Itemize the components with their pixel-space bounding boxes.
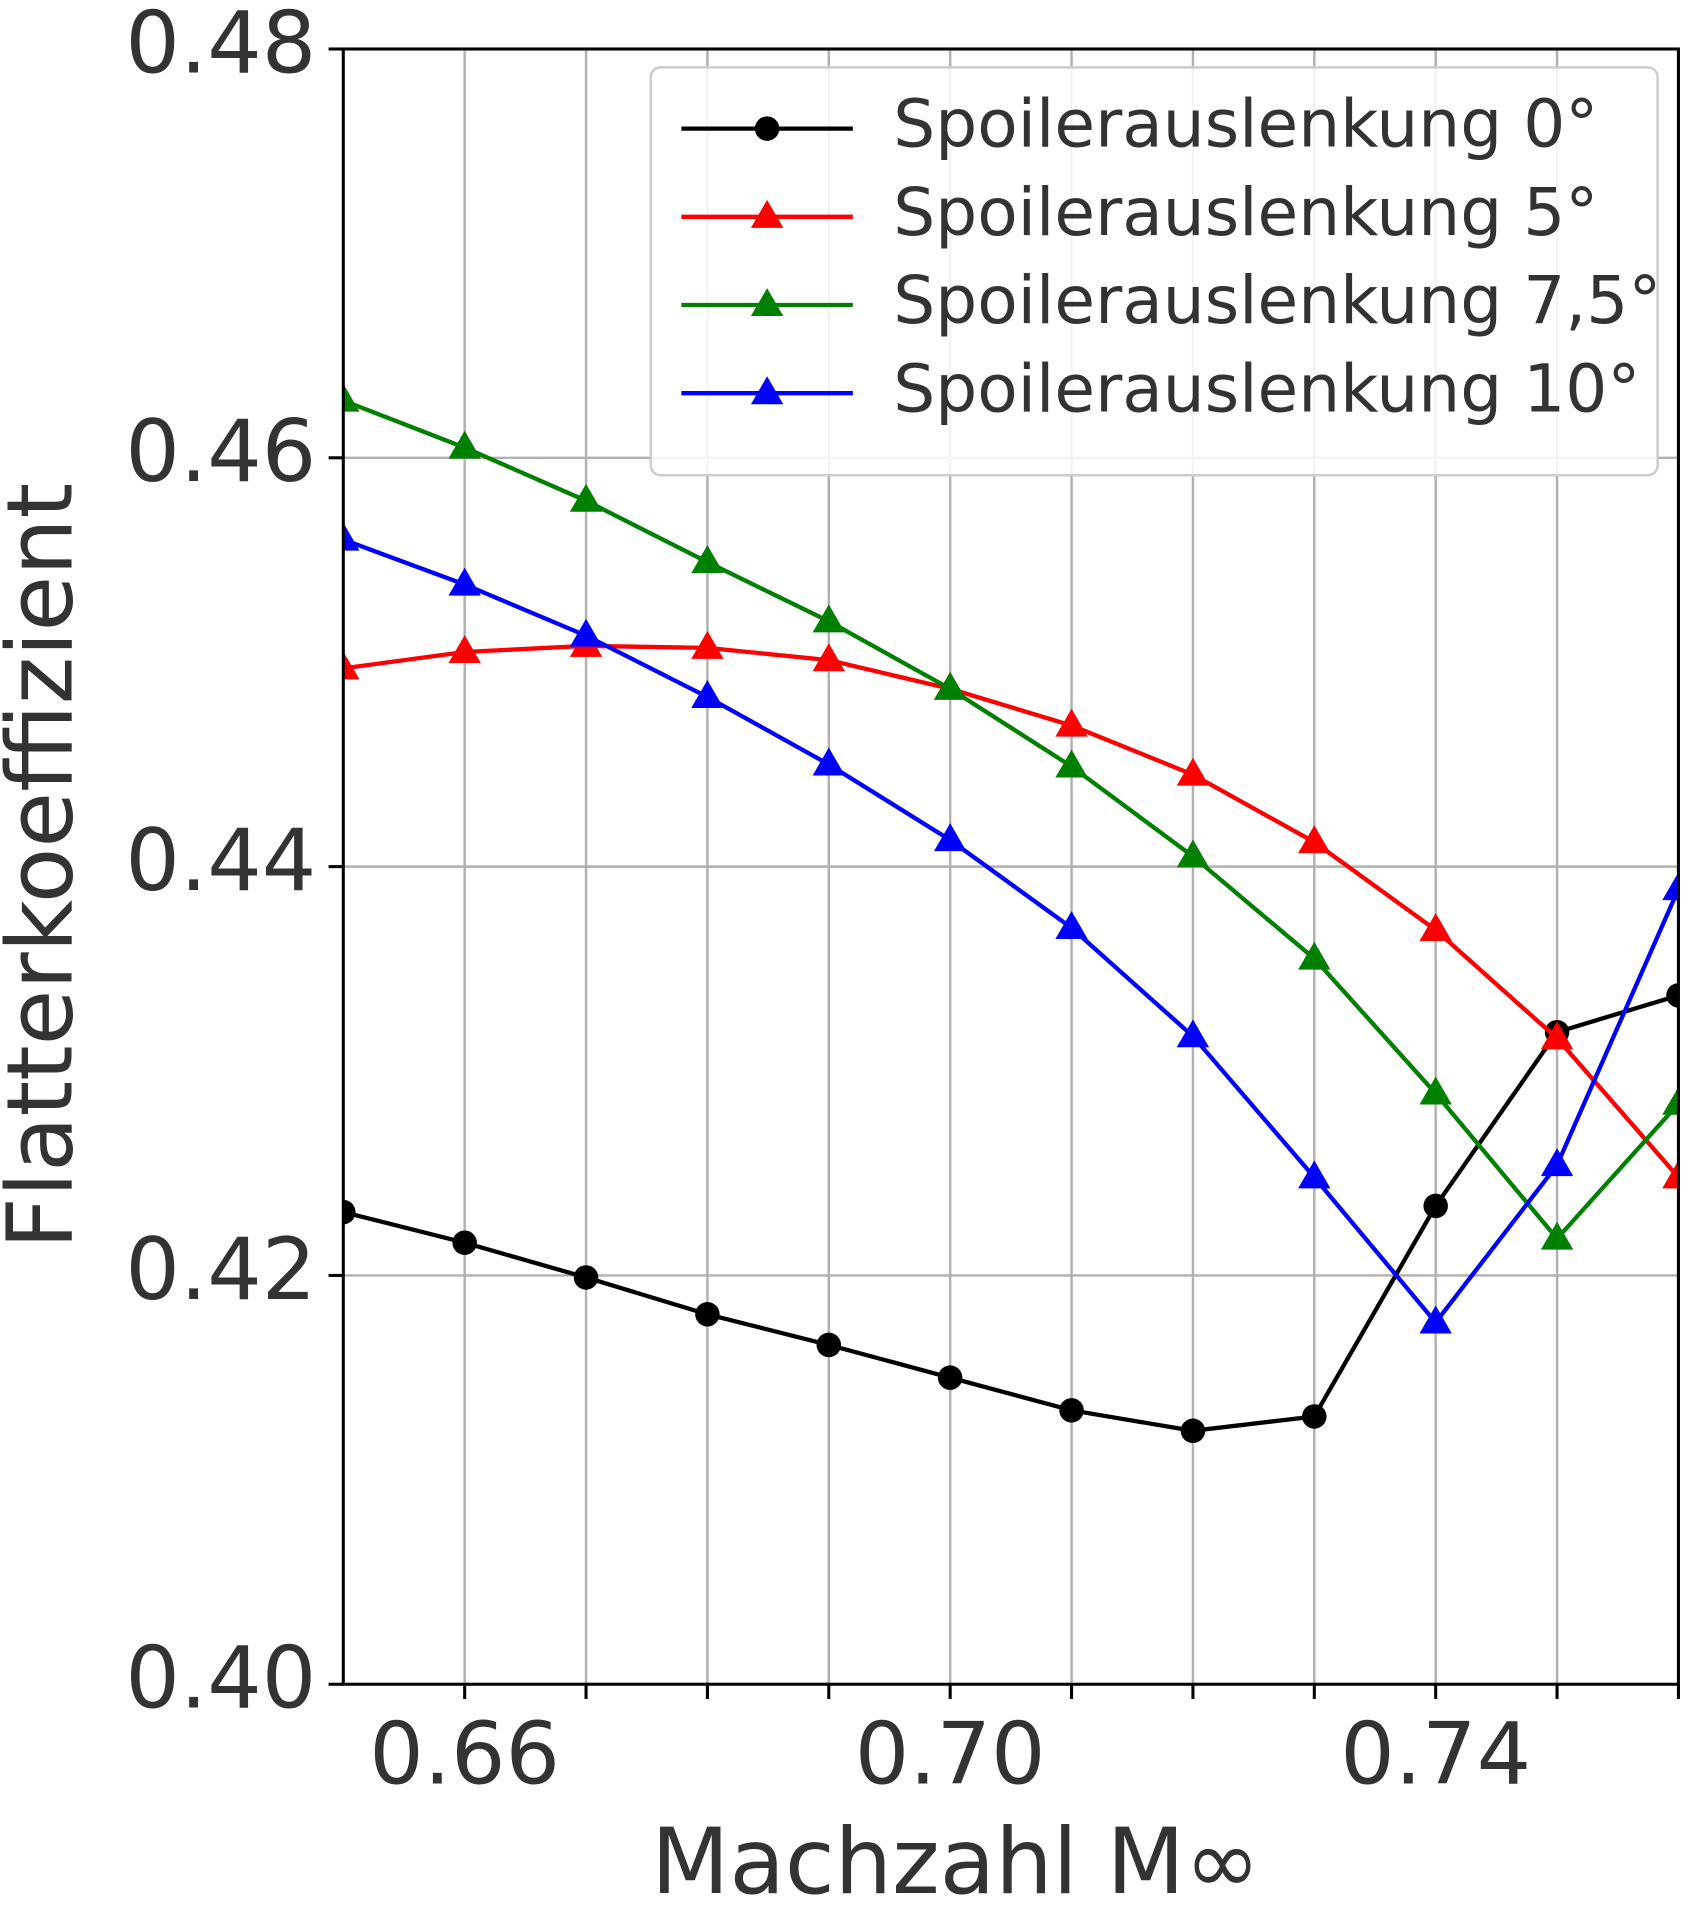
marker: [1419, 913, 1452, 942]
marker: [1176, 1019, 1210, 1048]
y-tick-label: 0.40: [125, 1629, 316, 1729]
marker: [448, 567, 481, 596]
marker: [750, 376, 784, 405]
marker: [691, 680, 724, 708]
marker: [1419, 1305, 1452, 1334]
marker: [452, 1230, 477, 1255]
marker: [695, 1302, 720, 1327]
marker: [569, 618, 603, 647]
marker: [691, 631, 724, 659]
marker: [1298, 1160, 1331, 1189]
marker: [812, 747, 845, 776]
x-tick-label: 0.74: [1340, 1705, 1531, 1805]
marker: [1666, 983, 1679, 1008]
marker: [750, 288, 784, 317]
marker: [1662, 1160, 1679, 1189]
marker: [1055, 708, 1088, 737]
marker: [1302, 1404, 1327, 1429]
y-tick-label: 0.44: [125, 811, 316, 911]
marker: [1176, 757, 1210, 786]
y-axis-label: Flatterkoeffizient: [0, 483, 94, 1249]
marker: [812, 643, 845, 672]
x-axis-label: Machzahl M∞: [651, 1810, 1260, 1915]
x-tick-label: 0.66: [369, 1705, 560, 1805]
marker: [1298, 941, 1331, 970]
legend-label: Spoilerauslenkung 7,5°: [893, 262, 1661, 339]
series-line: [343, 993, 1679, 1433]
marker: [448, 635, 481, 664]
marker: [573, 1265, 599, 1290]
marker: [1540, 1021, 1574, 1050]
marker: [1176, 839, 1210, 868]
marker: [1055, 749, 1088, 778]
marker: [934, 671, 967, 700]
y-tick-label: 0.46: [125, 402, 316, 502]
marker: [1662, 1086, 1679, 1115]
marker: [343, 1199, 356, 1225]
marker: [1055, 911, 1088, 939]
marker: [1180, 1418, 1206, 1444]
marker: [1540, 1148, 1574, 1177]
series-line: [343, 398, 1679, 1242]
marker: [1662, 872, 1679, 901]
legend: Spoilerauslenkung 0° Spoilerauslenkung 5°…: [649, 66, 1661, 477]
marker: [750, 199, 784, 228]
marker: [691, 545, 724, 574]
marker: [1423, 1193, 1448, 1219]
x-tick-label: 0.70: [855, 1705, 1046, 1805]
axes: 0.40 0.42 0.44 0.46 0.48 0.66 0.70 0.74: [125, 0, 1680, 1805]
marker: [1540, 1221, 1574, 1250]
marker: [569, 483, 603, 512]
legend-box: [649, 66, 1659, 477]
marker: [937, 1365, 963, 1390]
y-tick-label: 0.42: [125, 1220, 316, 1320]
series-line: [343, 537, 1679, 1326]
marker: [1298, 825, 1331, 854]
plot-area: [343, 383, 1679, 1444]
marker: [934, 823, 967, 852]
legend-label: Spoilerauslenkung 0°: [893, 86, 1598, 163]
legend-label: Spoilerauslenkung 5°: [893, 174, 1598, 251]
marker: [1419, 1076, 1452, 1105]
marker: [754, 116, 780, 141]
y-tick-label: 0.48: [125, 0, 316, 93]
marker: [812, 604, 845, 633]
marker: [1059, 1398, 1084, 1423]
legend-label: Spoilerauslenkung 10°: [893, 350, 1640, 427]
series-line: [343, 643, 1679, 1179]
marker: [448, 430, 481, 459]
marker: [816, 1332, 842, 1358]
marker: [343, 651, 360, 680]
